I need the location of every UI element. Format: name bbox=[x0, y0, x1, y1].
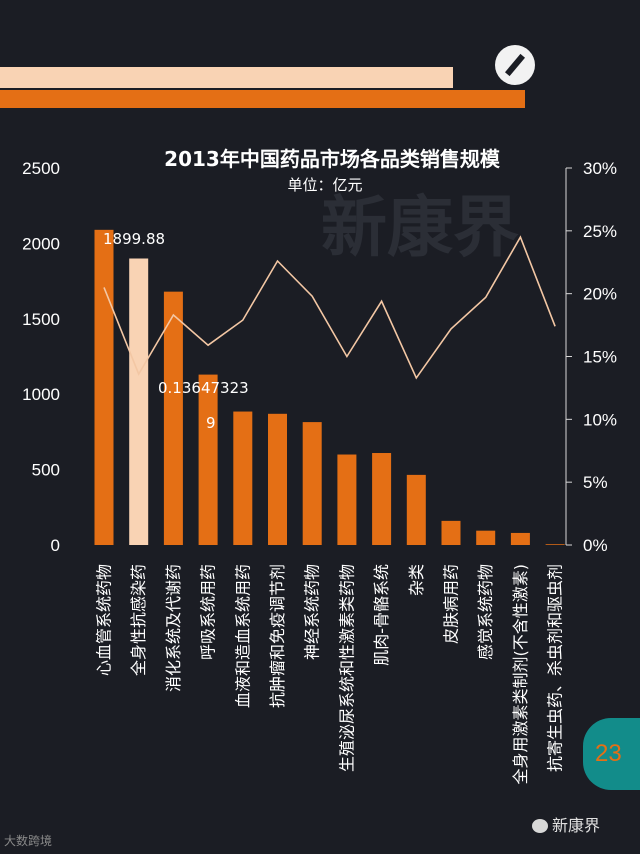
left-tick-label: 1500 bbox=[22, 310, 60, 329]
header-band-orange bbox=[0, 90, 525, 108]
wechat-name: 新康界 bbox=[552, 816, 601, 835]
bar bbox=[406, 474, 426, 545]
right-tick-label: 15% bbox=[583, 348, 617, 367]
chart-subtitle: 单位：亿元 bbox=[287, 176, 362, 194]
annotation-value: 1899.88 bbox=[103, 230, 165, 248]
category-label: 生殖泌尿系统和性激素类药物 bbox=[337, 564, 356, 772]
page-number: 23 bbox=[595, 740, 622, 767]
bar bbox=[337, 454, 357, 545]
category-label: 全身用激素类制剂(不含性激素) bbox=[511, 564, 530, 785]
left-tick-label: 2000 bbox=[22, 234, 60, 253]
left-tick-label: 2500 bbox=[22, 159, 60, 178]
pill-icon bbox=[495, 45, 535, 85]
page-number-badge: 23 bbox=[583, 718, 640, 790]
bar bbox=[372, 453, 392, 545]
bar bbox=[233, 411, 253, 545]
bar bbox=[545, 544, 565, 545]
category-label: 抗寄生虫药、杀虫剂和驱虫剂 bbox=[546, 564, 565, 772]
bar bbox=[302, 422, 322, 545]
right-tick-label: 20% bbox=[583, 285, 617, 304]
bar bbox=[129, 258, 149, 545]
annotation-ratio-tail: 9 bbox=[206, 414, 216, 432]
right-tick-label: 10% bbox=[583, 410, 617, 429]
category-label: 呼吸系统用药 bbox=[199, 564, 218, 660]
header-band-light bbox=[0, 67, 453, 88]
bar bbox=[441, 520, 461, 545]
bar bbox=[476, 530, 496, 545]
right-tick-label: 5% bbox=[583, 473, 608, 492]
wechat-icon bbox=[532, 819, 548, 833]
category-label: 杂类 bbox=[407, 564, 426, 596]
bar bbox=[268, 413, 287, 545]
annotation-ratio: 0.13647323 bbox=[158, 379, 249, 397]
right-tick-label: 25% bbox=[583, 222, 617, 241]
wechat-label: 新康界 bbox=[532, 812, 600, 836]
watermark: 新康界 bbox=[321, 189, 519, 266]
right-tick-label: 30% bbox=[583, 159, 617, 178]
right-tick-label: 0% bbox=[583, 536, 608, 555]
chart-title: 2013年中国药品市场各品类销售规模 bbox=[164, 147, 501, 171]
left-tick-label: 1000 bbox=[22, 385, 60, 404]
category-label: 肌肉-骨骼系统 bbox=[372, 564, 391, 666]
category-label: 皮肤病用药 bbox=[442, 564, 461, 644]
ratio-line bbox=[103, 235, 556, 380]
bar bbox=[163, 291, 183, 545]
category-label: 消化系统及代谢药 bbox=[164, 564, 183, 692]
footer-logo: 大数跨境 bbox=[4, 834, 53, 848]
category-label: 全身性抗感染药 bbox=[129, 564, 148, 676]
category-label: 神经系统药物 bbox=[303, 564, 322, 660]
bar bbox=[510, 532, 530, 545]
category-label: 抗肿瘤和免疫调节剂 bbox=[268, 564, 287, 708]
category-label: 心血管系统药物 bbox=[95, 564, 114, 676]
category-label: 感觉系统药物 bbox=[476, 564, 495, 660]
left-tick-label: 0 bbox=[51, 536, 60, 555]
category-label: 血液和造血系统用药 bbox=[233, 564, 252, 708]
bar bbox=[198, 374, 218, 545]
bar bbox=[94, 229, 114, 545]
left-tick-label: 500 bbox=[32, 461, 60, 480]
